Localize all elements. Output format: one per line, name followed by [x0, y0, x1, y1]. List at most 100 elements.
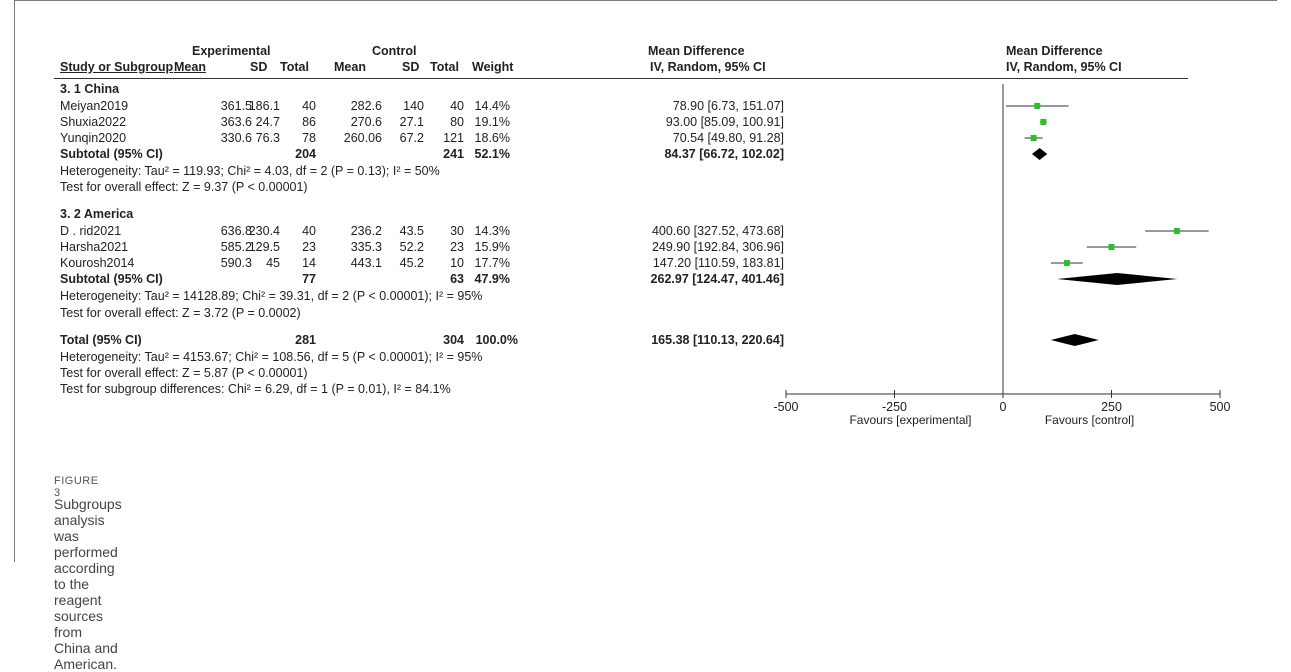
x-tick-label: -250	[882, 400, 907, 414]
total-exp-total: 281	[295, 333, 316, 347]
pooled-diamond	[1031, 148, 1048, 160]
plot-title: Mean Difference	[1006, 44, 1103, 58]
subgroup-title: 3. 1 China	[60, 82, 120, 96]
exp-total: 23	[302, 240, 316, 254]
ctl-sd: 140	[403, 99, 424, 113]
ctl-mean-header: Mean	[334, 60, 366, 74]
study-name: Yunqin2020	[60, 131, 127, 145]
x-label-left: Favours [experimental]	[849, 413, 971, 427]
figure-label: FIGURE 3	[54, 475, 99, 499]
ctl-mean: 260.06	[343, 131, 382, 145]
ctl-total: 80	[450, 115, 464, 129]
header-rule	[54, 78, 1188, 79]
x-tick-label: 250	[1101, 400, 1122, 414]
subgroup-differences-text: Test for subgroup differences: Chi² = 6.…	[60, 382, 451, 396]
figure-frame	[14, 0, 1277, 562]
weight-header: Weight	[472, 60, 514, 74]
point-estimate	[1030, 135, 1037, 141]
subtotal-label: Subtotal (95% CI)	[60, 147, 163, 161]
heterogeneity-text: Heterogeneity: Tau² = 119.93; Chi² = 4.0…	[60, 164, 440, 178]
subtotal-weight: 47.9%	[474, 272, 510, 286]
total-heterogeneity-text: Heterogeneity: Tau² = 4153.67; Chi² = 10…	[60, 350, 483, 364]
weight: 19.1%	[474, 115, 510, 129]
total-weight: 100.0%	[475, 333, 518, 347]
exp-mean: 636.8	[220, 224, 252, 238]
subtotal-ci: 84.37 [66.72, 102.02]	[664, 147, 784, 161]
forest-plot-area: -500 -250 0 250 500 Favours [experimental] Fav…	[773, 84, 1230, 427]
ctl-mean: 236.2	[350, 224, 382, 238]
weight: 14.3%	[474, 224, 510, 238]
ctl-sd: 52.2	[399, 240, 424, 254]
heterogeneity-text: Heterogeneity: Tau² = 14128.89; Chi² = 3…	[60, 289, 483, 303]
ci-header: IV, Random, 95% CI	[650, 60, 766, 74]
ctl-mean: 282.6	[350, 99, 382, 113]
ctl-sd-header: SD	[402, 60, 420, 74]
ctl-total: 40	[450, 99, 464, 113]
ctl-sd: 27.1	[399, 115, 424, 129]
study-name: D . rid2021	[60, 224, 122, 238]
exp-total: 78	[302, 131, 316, 145]
exp-total: 86	[302, 115, 316, 129]
exp-mean: 585.2	[220, 240, 252, 254]
exp-sd-header: SD	[250, 60, 268, 74]
ci-value: 400.60 [327.52, 473.68]	[651, 224, 784, 238]
point-estimate	[1063, 260, 1070, 266]
exp-total: 14	[302, 256, 316, 270]
ctl-total: 30	[450, 224, 464, 238]
weight: 17.7%	[474, 256, 510, 270]
pooled-diamond	[1057, 273, 1178, 285]
total-overall-effect-text: Test for overall effect: Z = 5.87 (P < 0…	[60, 366, 308, 380]
exp-total: 40	[302, 224, 316, 238]
x-label-right: Favours [control]	[1045, 413, 1134, 427]
overall-effect-text: Test for overall effect: Z = 3.72 (P = 0…	[60, 306, 301, 320]
exp-sd: 230.4	[248, 224, 280, 238]
x-tick-label: -500	[773, 400, 798, 414]
point-estimate	[1173, 228, 1180, 234]
point-estimate	[1108, 244, 1115, 250]
ci-value: 78.90 [6.73, 151.07]	[672, 99, 784, 113]
ctl-mean: 443.1	[350, 256, 382, 270]
subtotal-exp-total: 204	[295, 147, 316, 161]
point-estimate	[1034, 103, 1041, 109]
exp-total-header: Total	[280, 60, 309, 74]
weight: 14.4%	[474, 99, 510, 113]
total-label: Total (95% CI)	[60, 333, 142, 347]
exp-sd: 45	[266, 256, 280, 270]
subtotal-ci: 262.97 [124.47, 401.46]	[650, 272, 784, 286]
subtotal-weight: 52.1%	[474, 147, 510, 161]
ci-value: 249.90 [192.84, 306.96]	[651, 240, 784, 254]
exp-sd: 24.7	[255, 115, 280, 129]
ctl-mean: 270.6	[350, 115, 382, 129]
exp-mean: 590.3	[220, 256, 252, 270]
ctl-total: 121	[443, 131, 464, 145]
control-header: Control	[372, 44, 417, 58]
total-ci: 165.38 [110.13, 220.64]	[651, 333, 784, 347]
exp-mean-header: Mean	[174, 60, 206, 74]
study-column-header: Study or Subgroup	[60, 60, 174, 74]
ctl-sd: 67.2	[399, 131, 424, 145]
ci-value: 93.00 [85.09, 100.91]	[665, 115, 784, 129]
exp-mean: 363.6	[220, 115, 252, 129]
exp-total: 40	[302, 99, 316, 113]
ctl-total: 23	[450, 240, 464, 254]
point-estimate	[1040, 119, 1047, 125]
ctl-sd: 43.5	[399, 224, 424, 238]
figure-caption: Subgroups analysis was performed accordi…	[54, 496, 122, 672]
subgroup-title: 3. 2 America	[60, 207, 134, 221]
exp-sd: 76.3	[255, 131, 280, 145]
exp-mean: 330.6	[220, 131, 252, 145]
ctl-mean: 335.3	[350, 240, 382, 254]
exp-sd: 129.5	[248, 240, 280, 254]
study-name: Meiyan2019	[60, 99, 129, 113]
ci-value: 70.54 [49.80, 91.28]	[672, 131, 784, 145]
study-name: Shuxia2022	[60, 115, 127, 129]
study-name: Kourosh2014	[60, 256, 135, 270]
weight: 18.6%	[474, 131, 510, 145]
exp-sd: 186.1	[248, 99, 280, 113]
subtotal-ctl-total: 241	[443, 147, 464, 161]
pooled-diamond	[1050, 334, 1099, 346]
exp-mean: 361.5	[220, 99, 252, 113]
plot-subtitle: IV, Random, 95% CI	[1006, 60, 1122, 74]
ctl-total: 10	[450, 256, 464, 270]
study-name: Harsha2021	[60, 240, 129, 254]
